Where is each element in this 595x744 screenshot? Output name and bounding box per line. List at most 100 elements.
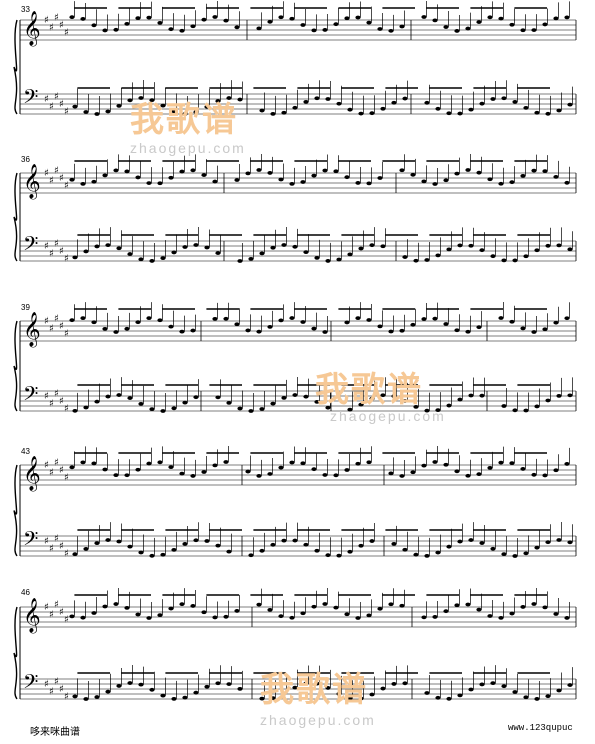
treble-note-head (388, 471, 394, 476)
bass-note-head (171, 250, 177, 255)
footer-url: www.123qupuc (508, 723, 573, 733)
treble-clef: 𝄞 (23, 11, 41, 47)
sharp-key-signature: ♯ (59, 541, 64, 552)
treble-note-head (157, 613, 163, 618)
treble-note-head (531, 28, 537, 32)
treble-note-head (421, 615, 427, 620)
treble-note-head (410, 322, 416, 327)
treble-note-head (212, 615, 218, 620)
sharp-key-signature: ♯ (54, 92, 59, 103)
treble-note-head (113, 168, 119, 173)
treble-note-head (333, 473, 339, 478)
treble-note-head (102, 28, 108, 33)
sharp-key-signature: ♯ (54, 677, 59, 688)
treble-note-head (531, 330, 537, 334)
bass-note-head (468, 393, 474, 398)
sharp-key-signature: ♯ (64, 615, 69, 626)
treble-note-head (113, 602, 119, 606)
sharp-key-signature: ♯ (64, 329, 69, 340)
treble-note-head (179, 329, 185, 334)
sharp-key-signature: ♯ (44, 241, 49, 252)
treble-note-head (300, 461, 306, 466)
measure-number: 33 (21, 5, 30, 14)
treble-note-head (322, 602, 328, 606)
bass-note-head (314, 96, 320, 101)
bass-note-head (534, 404, 540, 409)
bass-note-head (380, 393, 386, 398)
bass-note-head (534, 697, 540, 701)
treble-note-head (278, 614, 284, 619)
treble-note-head (432, 460, 438, 464)
bass-note-head (402, 399, 408, 403)
treble-note-head (366, 20, 372, 25)
treble-note-head (344, 468, 350, 472)
bass-note-head (457, 397, 463, 402)
treble-note-head (553, 320, 559, 325)
sharp-key-signature: ♯ (64, 473, 69, 484)
treble-note-head (113, 473, 119, 478)
treble-note-head (267, 171, 273, 175)
bass-note-head (479, 393, 485, 398)
treble-note-head (366, 318, 372, 322)
bass-note-head (358, 111, 364, 116)
treble-note-head (410, 172, 416, 177)
watermark-logo: 我歌谱 (260, 671, 368, 709)
sharp-key-signature: ♯ (59, 321, 64, 332)
bass-note-head (391, 394, 397, 399)
bass-note-head (424, 100, 430, 105)
treble-note-head (212, 463, 218, 468)
bass-note-head (226, 682, 232, 686)
bass-note-head (391, 541, 397, 546)
watermark-url: zhaogepu.com (260, 712, 376, 728)
bass-note-head (94, 541, 100, 546)
treble-note-head (520, 173, 526, 178)
bass-note-head (545, 111, 551, 116)
sharp-key-signature: ♯ (59, 684, 64, 695)
treble-note-head (300, 320, 306, 324)
bass-note-head (567, 247, 573, 252)
bass-note-head (369, 243, 375, 248)
bass-note-head (292, 538, 298, 543)
bass-note-head (303, 250, 309, 254)
sharp-key-signature: ♯ (54, 534, 59, 545)
treble-note-head (256, 168, 262, 172)
treble-note-head (465, 473, 471, 478)
bass-note-head (380, 686, 386, 691)
sharp-key-signature: ♯ (64, 404, 69, 415)
bass-note-head (446, 247, 452, 252)
treble-note-head (443, 25, 449, 29)
bass-note-head (281, 243, 287, 247)
bass-note-head (72, 694, 78, 699)
bass-note-head (512, 100, 518, 104)
treble-note-head (553, 612, 559, 616)
bass-note-head (182, 695, 188, 700)
treble-note-head (487, 614, 493, 618)
measure-number: 43 (21, 447, 30, 456)
treble-note-head (69, 614, 75, 619)
treble-note-head (399, 603, 405, 608)
treble-note-head (146, 461, 152, 466)
bass-note-head (72, 255, 78, 260)
sharp-key-signature: ♯ (44, 536, 49, 547)
bass-clef: 𝄢 (23, 382, 38, 410)
measure-number: 46 (21, 588, 30, 597)
bass-note-head (435, 550, 441, 555)
bass-note-head (149, 553, 155, 558)
bass-note-head (468, 107, 474, 112)
bass-note-head (347, 107, 353, 112)
treble-note-head (465, 602, 471, 607)
bass-note-head (215, 251, 221, 255)
treble-note-head (234, 25, 240, 30)
bass-note-head (556, 243, 562, 248)
treble-note-head (168, 324, 174, 329)
bass-note-head (358, 246, 364, 251)
bass-note-head (127, 252, 133, 256)
bass-note-head (237, 686, 243, 691)
treble-note-head (443, 462, 449, 467)
sharp-key-signature: ♯ (59, 396, 64, 407)
treble-note-head (69, 465, 75, 470)
bass-note-head (369, 111, 375, 116)
treble-note-head (564, 462, 570, 466)
bass-note-head (182, 400, 188, 405)
treble-note-head (245, 328, 251, 333)
